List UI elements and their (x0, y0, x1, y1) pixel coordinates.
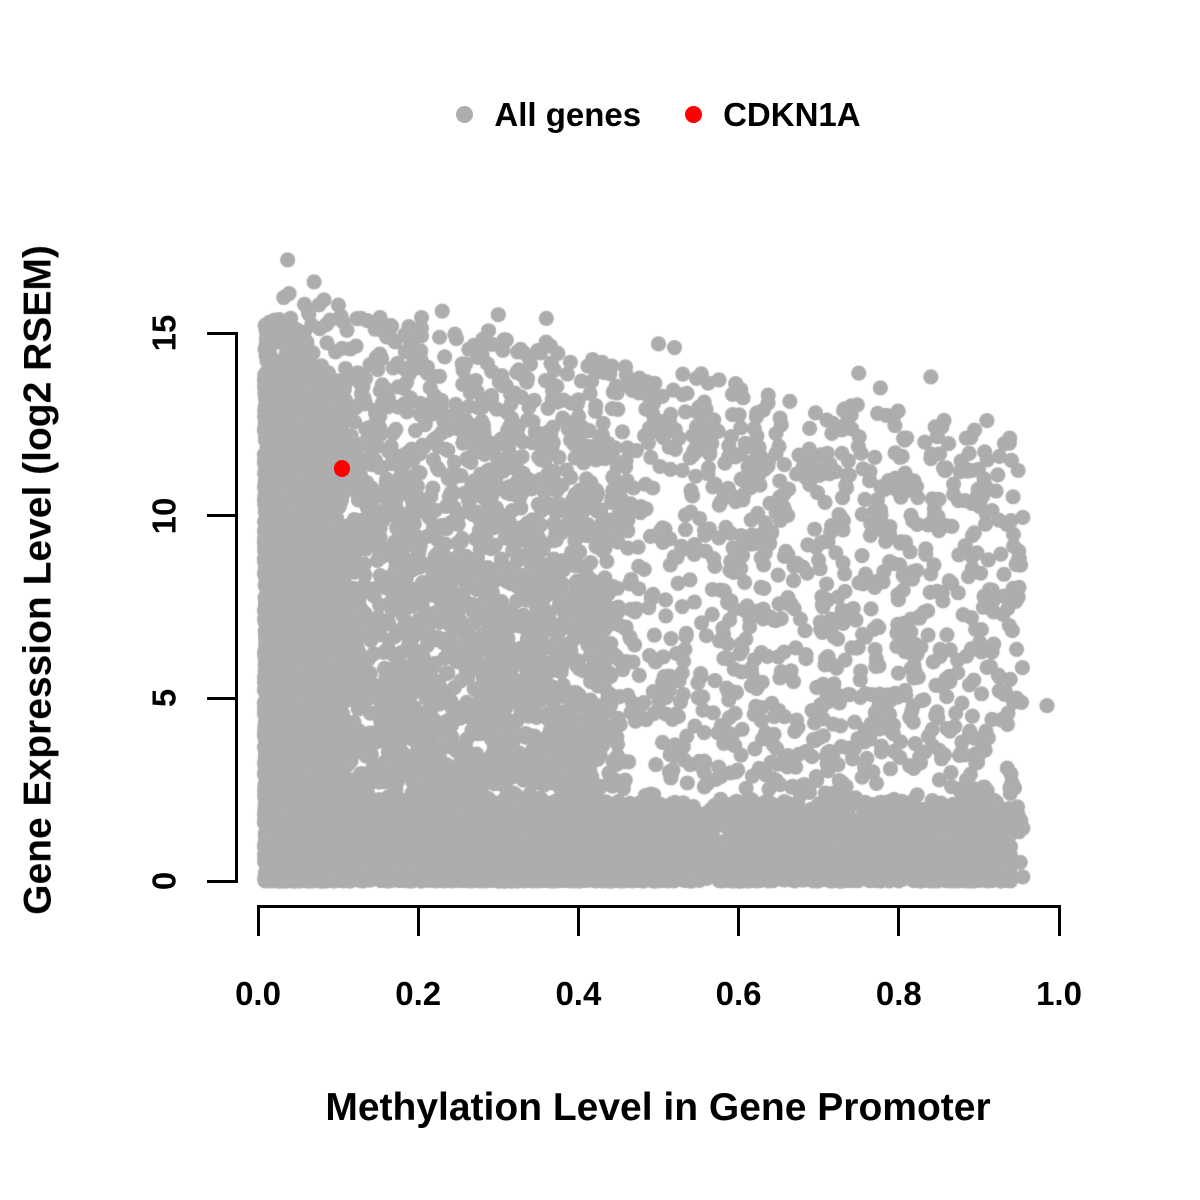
x-tick-mark (256, 907, 260, 936)
legend-label-cdkn1a: CDKN1A (723, 95, 861, 133)
y-tick-mark (206, 879, 235, 883)
legend: All genes CDKN1A (236, 88, 1081, 140)
x-tick-mark (1057, 907, 1061, 936)
y-tick-mark (206, 514, 235, 518)
x-tick-mark (416, 907, 420, 936)
y-axis-title: Gene Expression Level (log2 RSEM) (16, 245, 60, 915)
y-tick-label: 5 (145, 689, 183, 708)
x-tick-label: 0.4 (555, 975, 602, 1012)
y-tick-mark (206, 696, 235, 700)
x-tick-mark (897, 907, 901, 936)
x-tick-mark (576, 907, 580, 936)
x-tick-mark (737, 907, 741, 936)
x-tick-label: 0.2 (395, 975, 442, 1012)
legend-item-cdkn1a: CDKN1A (685, 98, 861, 131)
all-genes-dot-icon (456, 105, 474, 123)
x-axis-title: Methylation Level in Gene Promoter (325, 1086, 991, 1129)
y-tick-label: 0 (145, 871, 183, 891)
x-tick-label: 1.0 (1036, 975, 1082, 1012)
cdkn1a-point (333, 459, 351, 477)
legend-item-all-genes: All genes (456, 98, 641, 131)
x-tick-label: 0.8 (875, 975, 922, 1012)
legend-label-all-genes: All genes (494, 95, 642, 133)
y-tick-mark (206, 331, 235, 335)
x-tick-label: 0.0 (235, 975, 281, 1012)
cdkn1a-dot-icon (685, 105, 703, 123)
x-axis-line (256, 904, 1061, 908)
y-tick-label: 15 (145, 314, 183, 352)
y-tick-label: 10 (145, 497, 183, 535)
x-tick-label: 0.6 (715, 975, 762, 1012)
y-axis-line (234, 331, 238, 883)
